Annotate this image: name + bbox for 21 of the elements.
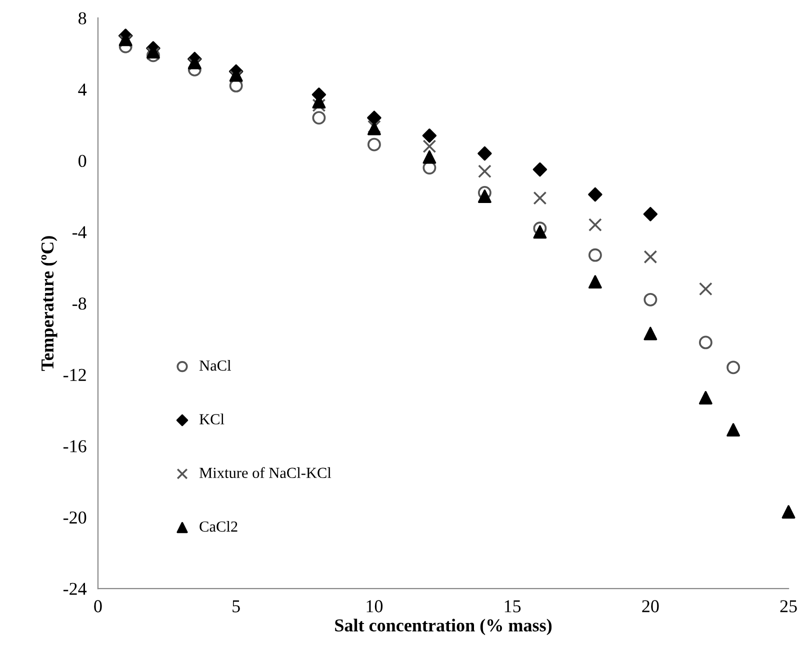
y-axis-title: Temperature (ºC) <box>40 236 58 371</box>
x-tick-label: 0 <box>94 600 102 612</box>
y-tick-label: -4 <box>72 226 87 238</box>
x-tick-label: 15 <box>504 600 521 612</box>
legend-label: NaCl <box>199 360 231 371</box>
x-tick-label: 25 <box>780 600 797 612</box>
x-tick-label: 10 <box>366 600 383 612</box>
x-axis-title: Salt concentration (% mass) <box>335 618 552 636</box>
x-tick-label: 20 <box>642 600 659 612</box>
legend-label: Mixture of NaCl-KCl <box>199 467 332 478</box>
y-tick-label: -12 <box>63 368 86 381</box>
y-tick-label: 0 <box>78 154 86 168</box>
legend-label: KCl <box>199 414 224 424</box>
y-tick-label: -16 <box>63 440 86 452</box>
y-tick-label: 8 <box>78 12 86 24</box>
legend-label: CaCl2 <box>200 520 238 532</box>
y-tick-label: -24 <box>63 582 87 595</box>
y-tick-label: 4 <box>78 84 87 96</box>
y-tick-label: -20 <box>63 511 86 524</box>
y-tick-label: -8 <box>72 297 86 310</box>
x-tick-label: 5 <box>232 600 240 612</box>
